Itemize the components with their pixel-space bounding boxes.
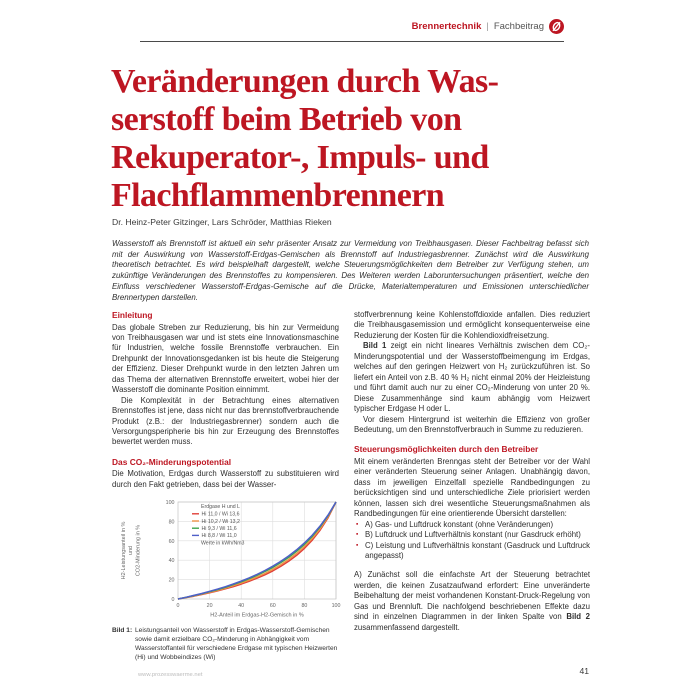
chart-legend: Erdgase H und L Hi 11,0 / Wi 13,6Hi 10,2 … [192,504,245,547]
page-number: 41 [579,666,589,676]
legend-note: Werte in kWh/Nm3 [201,541,245,547]
control-option-item: A) Gas- und Luftdruck konstant (ohne Ver… [356,520,590,531]
x-tick-label: 80 [301,603,307,609]
right-column: stoffverbrennung keine Kohlenstoffdioxid… [354,310,590,633]
series-line [177,501,337,601]
paragraph: Die Komplexität in der Betrachtung eines… [112,395,339,447]
y-axis-label: CO2-Minderung in % [135,525,141,576]
x-tick-label: 20 [207,603,213,609]
authors-line: Dr. Heinz-Peter Gitzinger, Lars Schröder… [112,217,332,227]
paragraph-text: A) Zunächst soll die einfachste Art der … [354,570,590,622]
figure-bild1-chart: 0 20 40 60 80 100 0 20 40 60 80 100 H2-Anteil im Erd… [112,496,341,622]
x-tick-label: 60 [270,603,276,609]
header-article-type: Fachbeitrag [493,21,544,32]
figure-caption-text: Leistungsanteil von Wasserstoff in Erdga… [135,627,338,662]
journal-logo-icon [549,19,564,34]
y-axis-label: H2-Leistungsanteil in % [121,522,127,580]
legend-item-label: Hi 11,0 / Wi 13,6 [202,512,240,518]
x-tick-label: 0 [177,603,180,609]
y-tick-label: 40 [169,559,175,565]
paragraph-text: zusammenfassend dargestellt. [354,622,460,632]
paragraph-text: zeigt ein nicht lineares Verhältnis zwis… [354,341,590,414]
paragraph: stoffverbrennung keine Kohlenstoffdioxid… [354,310,590,340]
article-title: Veränderungen durch Was- serstoff beim B… [111,63,499,214]
abstract: Wasserstoff als Brennstoff ist aktuell e… [112,239,589,302]
legend-item-label: Hi 10,2 / Wi 13,2 [202,519,240,525]
y-tick-label: 20 [169,578,175,584]
x-tick-label: 40 [238,603,244,609]
y-tick-label: 80 [169,520,175,526]
paragraph: Vor diesem Hintergrund ist weiterhin die… [354,414,590,434]
page-header: Brennertechnik | Fachbeitrag [140,19,564,42]
paragraph: Mit einem veränderten Brenngas steht der… [354,456,590,519]
y-tick-label: 0 [172,597,175,603]
x-axis-label: H2-Anteil im Erdgas-H2-Gemisch in % [210,613,304,619]
paragraph: Das globale Streben zur Reduzierung, bis… [112,322,339,395]
header-separator: | [486,21,489,32]
line-chart: 0 20 40 60 80 100 0 20 40 60 80 100 H2-Anteil im Erd… [121,500,341,619]
left-column: Einleitung Das globale Streben zur Reduz… [112,310,341,663]
legend-title: Erdgase H und L [201,504,240,510]
bild2-reference: Bild 2 [566,612,590,622]
control-options-list: A) Gas- und Luftdruck konstant (ohne Ver… [356,520,590,562]
legend-item-label: Hi 9,3 / Wi 11,6 [202,526,237,532]
control-option-item: B) Luftdruck und Luftverhältnis konstant… [356,530,590,541]
y-tick-label: 60 [169,539,175,545]
paragraph: A) Zunächst soll die einfachste Art der … [354,570,590,633]
y-axis-label: und [128,546,134,555]
paragraph: Die Motivation, Erdgas durch Wasserstoff… [112,469,339,489]
section-heading-einleitung: Einleitung [112,310,153,320]
paragraph: Bild 1 zeigt ein nicht lineares Verhältn… [354,341,590,414]
control-option-item: C) Leistung und Luftverhältnis konstant … [356,541,590,562]
x-tick-label: 100 [332,603,341,609]
bild1-reference: Bild 1 [363,341,387,351]
y-tick-label: 100 [166,500,175,506]
figure-caption: Bild 1: Leistungsanteil von Wasserstoff … [112,627,339,663]
legend-item-label: Hi 8,8 / Wi 11,0 [202,534,237,540]
footer-website: www.prozesswaerme.net [138,672,203,678]
section-heading-co2-minderungspotential: Das CO₂-Minderungspotential [112,456,232,467]
section-heading-steuerungsmoeglichkeiten: Steuerungsmöglichkeiten durch den Betrei… [354,444,539,455]
figure-caption-label: Bild 1: [112,627,133,635]
header-category: Brennertechnik [411,21,482,32]
